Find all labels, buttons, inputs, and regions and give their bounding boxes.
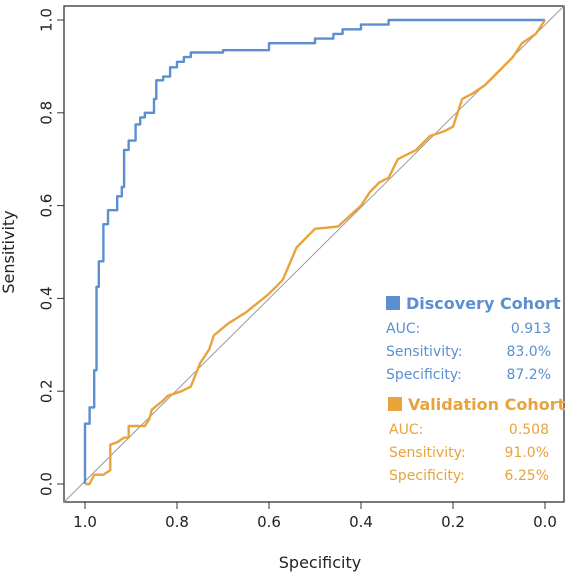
legend-swatch [386, 296, 400, 310]
y-tick-label: 1.0 [38, 8, 56, 32]
legend-stat-value: 6.25% [505, 468, 549, 484]
y-tick-label: 0.6 [38, 194, 56, 218]
x-axis-label: Specificity [279, 553, 361, 572]
legend-stat-value: 0.913 [511, 321, 551, 337]
legend-stat-label: AUC: [389, 422, 423, 438]
x-tick-label: 0.4 [349, 513, 373, 531]
series-line-validation [85, 19, 547, 486]
y-tick-label: 0.8 [38, 101, 56, 125]
y-tick-label: 0.4 [38, 286, 56, 310]
legend-swatch [388, 397, 402, 411]
series-line-discovery [83, 18, 545, 484]
axis-ticks: 1.0 0.8 0.6 0.4 0.2 0.0 0.0 0.2 0.4 0.6 0.8 1.0 [38, 8, 557, 531]
x-tick-label: 0.8 [165, 513, 189, 531]
x-tick-label: 0.2 [441, 513, 465, 531]
x-tick-label: 0.0 [533, 513, 557, 531]
legend-stat-value: 87.2% [507, 367, 551, 383]
plot-frame [63, 5, 565, 503]
y-tick-label: 0.0 [38, 472, 56, 496]
legend-stat-value: 91.0% [505, 445, 549, 461]
legend-stat-value: 83.0% [507, 344, 551, 360]
x-tick-label: 0.6 [257, 513, 281, 531]
legend-stat-label: Specificity: [386, 367, 462, 383]
legend: Discovery Cohort AUC: 0.913 Sensitivity: 83.… [386, 294, 566, 484]
legend-stat-label: Sensitivity: [389, 445, 466, 461]
y-tick-label: 0.2 [38, 379, 56, 403]
legend-stat-label: Specificity: [389, 468, 465, 484]
legend-stat-label: Sensitivity: [386, 344, 463, 360]
legend-stat-label: AUC: [386, 321, 420, 337]
legend-title: Discovery Cohort [406, 294, 561, 313]
legend-stat-value: 0.508 [509, 422, 549, 438]
x-tick-label: 1.0 [73, 513, 97, 531]
y-axis-label: Sensitivity [0, 210, 18, 293]
legend-title: Validation Cohort [408, 395, 566, 414]
